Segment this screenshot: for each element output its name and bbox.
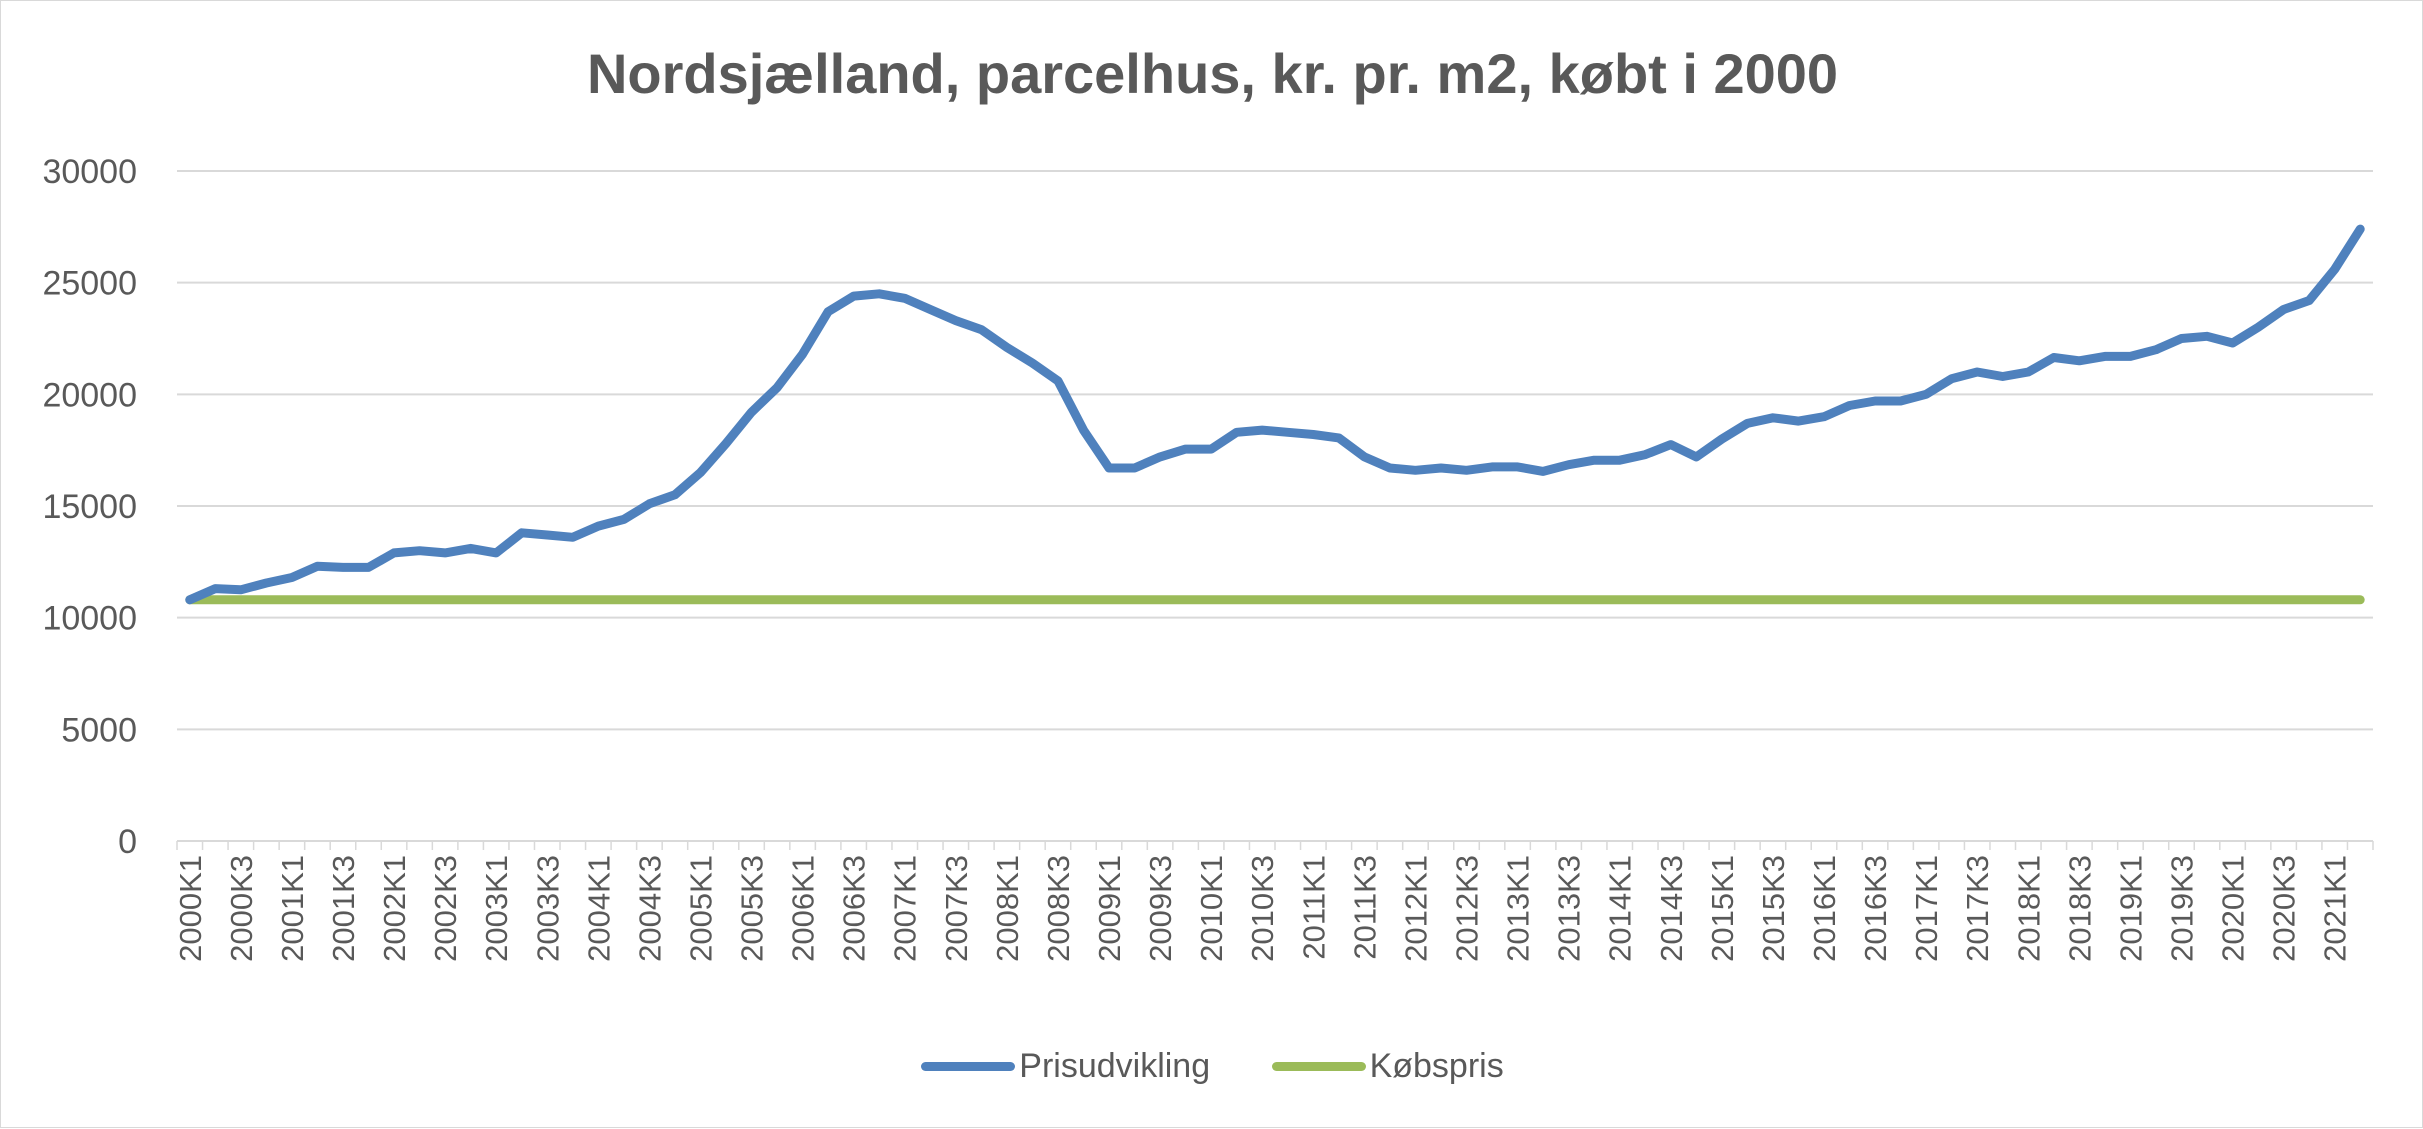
x-tick-label-2012K1: 2012K1	[1398, 855, 1433, 962]
x-tick-label-2015K1: 2015K1	[1705, 855, 1740, 962]
y-tick-label-30000: 30000	[42, 153, 137, 191]
x-tick-label-2017K1: 2017K1	[1909, 855, 1944, 962]
x-tick-label-2020K1: 2020K1	[2216, 855, 2251, 962]
x-tick-label-2009K3: 2009K3	[1143, 855, 1178, 962]
legend: Prisudvikling Købspris	[1, 1041, 2423, 1086]
x-tick-label-2007K1: 2007K1	[888, 855, 923, 962]
legend-item-kobspris: Købspris	[1271, 1047, 1504, 1086]
x-tick-label-2004K3: 2004K3	[632, 855, 667, 962]
x-tick-label-2014K1: 2014K1	[1603, 855, 1638, 962]
x-tick-label-2011K1: 2011K1	[1296, 855, 1331, 960]
x-tick-label-2002K3: 2002K3	[428, 855, 463, 962]
x-tick-label-2018K3: 2018K3	[2062, 855, 2097, 962]
x-tick-label-2005K1: 2005K1	[683, 855, 718, 962]
x-tick-label-2016K1: 2016K1	[1807, 855, 1842, 962]
y-tick-label-25000: 25000	[42, 265, 137, 303]
x-tick-label-2015K3: 2015K3	[1756, 855, 1791, 962]
chart-title: Nordsjælland, parcelhus, kr. pr. m2, køb…	[586, 42, 1839, 105]
x-tick-label-2005K3: 2005K3	[735, 855, 770, 962]
x-tick-label-2006K3: 2006K3	[837, 855, 872, 962]
x-tick-label-2008K1: 2008K1	[990, 855, 1025, 962]
x-tick-label-2021K1: 2021K1	[2318, 855, 2353, 962]
x-tick-label-2017K3: 2017K3	[1960, 855, 1995, 962]
legend-swatch-prisudvikling	[921, 1062, 1016, 1071]
y-tick-label-15000: 15000	[42, 488, 137, 526]
x-tick-label-2003K1: 2003K1	[479, 855, 514, 962]
x-tick-label-2000K1: 2000K1	[173, 855, 208, 962]
x-tick-label-2001K1: 2001K1	[275, 855, 310, 962]
x-tick-label-2003K3: 2003K3	[530, 855, 565, 962]
x-tick-label-2000K3: 2000K3	[224, 855, 259, 962]
x-tick-label-2014K3: 2014K3	[1654, 855, 1689, 962]
x-tick-label-2010K3: 2010K3	[1245, 855, 1280, 962]
x-tick-label-2008K3: 2008K3	[1041, 855, 1076, 962]
x-tick-label-2020K3: 2020K3	[2267, 855, 2302, 962]
x-tick-label-2006K1: 2006K1	[786, 855, 821, 962]
x-tick-label-2019K3: 2019K3	[2164, 855, 2199, 962]
x-tick-label-2004K1: 2004K1	[581, 855, 616, 962]
x-tick-label-2007K3: 2007K3	[939, 855, 974, 962]
x-tick-label-2009K1: 2009K1	[1092, 855, 1127, 962]
series-line-prisudvikling	[185, 224, 2365, 605]
legend-label-kobspris: Købspris	[1369, 1047, 1504, 1085]
x-tick-label-2012K3: 2012K3	[1450, 855, 1485, 962]
x-tick-label-2018K1: 2018K1	[2011, 855, 2046, 962]
x-tick-label-2016K3: 2016K3	[1858, 855, 1893, 962]
x-tick-label-2013K1: 2013K1	[1501, 855, 1536, 962]
legend-swatch-kobspris	[1271, 1062, 1366, 1071]
x-tick-label-2013K3: 2013K3	[1552, 855, 1587, 962]
legend-item-prisudvikling: Prisudvikling	[921, 1047, 1210, 1086]
x-tick-label-2010K1: 2010K1	[1194, 855, 1229, 962]
y-tick-label-0: 0	[118, 823, 137, 861]
y-tick-label-10000: 10000	[42, 600, 137, 638]
y-tick-label-20000: 20000	[42, 376, 137, 414]
y-tick-label-5000: 5000	[61, 711, 137, 749]
legend-label-prisudvikling: Prisudvikling	[1019, 1047, 1211, 1085]
x-tick-label-2011K3: 2011K3	[1347, 855, 1382, 960]
x-tick-label-2019K1: 2019K1	[2113, 855, 2148, 962]
x-tick-label-2002K1: 2002K1	[377, 855, 412, 962]
x-tick-label-2001K3: 2001K3	[326, 855, 361, 962]
